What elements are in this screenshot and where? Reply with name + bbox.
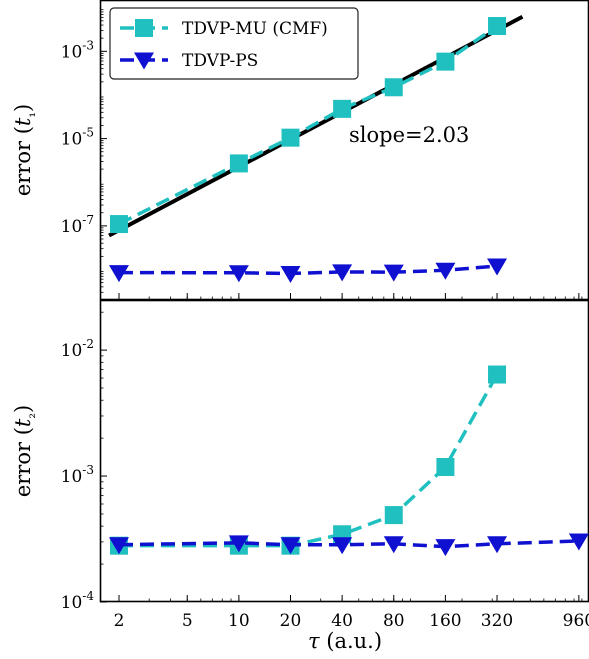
data-point bbox=[384, 506, 403, 525]
x-tick-label: 960 bbox=[563, 611, 589, 631]
y-axis-label: error (t₁) bbox=[11, 104, 39, 196]
data-point bbox=[488, 17, 507, 36]
series-line-tdvp-ps bbox=[118, 539, 579, 549]
data-point bbox=[568, 533, 589, 551]
data-point bbox=[488, 365, 507, 384]
y-tick-label: 10-4 bbox=[61, 589, 95, 613]
data-point bbox=[436, 458, 455, 477]
data-point bbox=[228, 265, 249, 283]
y-tick-label: 10-2 bbox=[61, 337, 94, 361]
data-point bbox=[435, 539, 456, 557]
data-point bbox=[487, 258, 508, 276]
legend-label: TDVP-MU (CMF) bbox=[182, 19, 328, 39]
legend-label: TDVP-PS bbox=[182, 51, 258, 71]
x-tick-label: 160 bbox=[429, 611, 461, 631]
data-point bbox=[108, 265, 129, 283]
x-tick-label: 320 bbox=[481, 611, 513, 631]
data-point bbox=[332, 264, 353, 282]
y-tick-label: 10-5 bbox=[61, 126, 94, 150]
slope-annotation: slope=2.03 bbox=[349, 123, 469, 147]
data-point bbox=[487, 536, 508, 554]
plot-area bbox=[108, 14, 524, 283]
x-tick-label: 2 bbox=[114, 611, 125, 631]
y-axis-label: error (t₂) bbox=[11, 405, 39, 497]
x-tick-label: 10 bbox=[228, 611, 250, 631]
data-point bbox=[383, 264, 404, 282]
data-point bbox=[436, 52, 455, 71]
x-axis-label: τ (a.u.) bbox=[308, 629, 382, 653]
data-point bbox=[332, 537, 353, 555]
data-point bbox=[280, 265, 301, 283]
y-tick-label: 10-7 bbox=[61, 213, 94, 237]
panel-2: 10-4 10-3 10-2 error (t₂) bbox=[11, 299, 589, 613]
data-point bbox=[280, 537, 301, 555]
y-tick-label: 10-3 bbox=[61, 38, 94, 62]
data-point bbox=[384, 78, 403, 97]
data-point bbox=[333, 99, 352, 118]
legend-box bbox=[109, 7, 359, 80]
axes-frame bbox=[99, 299, 589, 603]
plot-area bbox=[108, 365, 589, 557]
legend-marker bbox=[135, 19, 153, 37]
data-point bbox=[108, 537, 129, 555]
data-point bbox=[281, 128, 300, 147]
data-point bbox=[228, 535, 249, 553]
x-tick-label: 40 bbox=[331, 611, 353, 631]
x-tick-label: 5 bbox=[182, 611, 193, 631]
data-point bbox=[229, 154, 248, 173]
data-point bbox=[383, 536, 404, 554]
data-point bbox=[109, 215, 128, 234]
x-tick-label: 80 bbox=[383, 611, 405, 631]
legend: TDVP-MU (CMF) TDVP-PS bbox=[109, 7, 359, 80]
data-point bbox=[435, 262, 456, 280]
legend-marker bbox=[134, 52, 154, 70]
x-tick-label: 20 bbox=[280, 611, 302, 631]
y-tick-label: 10-3 bbox=[61, 463, 94, 487]
